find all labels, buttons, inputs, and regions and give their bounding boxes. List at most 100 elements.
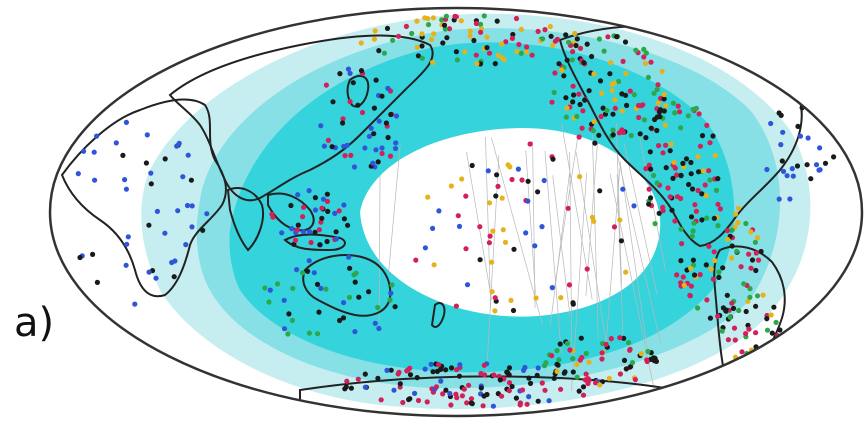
event-dot [519,177,525,183]
event-dot [162,230,168,236]
event-dot [330,99,336,105]
event-dot [621,335,627,341]
event-dot [704,297,710,303]
event-dot [753,250,759,256]
event-dot [499,41,505,47]
event-dot [542,387,548,393]
event-dot [573,42,579,49]
event-dot [333,229,339,235]
event-dot [552,70,558,76]
event-dot [448,183,454,189]
event-dot [577,101,583,108]
event-dot [610,132,616,138]
event-dot [579,354,585,361]
event-dot [414,18,420,24]
event-dot [636,102,642,109]
event-dot [647,149,653,155]
event-dot [400,399,406,406]
event-dot [765,355,772,361]
event-dot [669,207,675,213]
event-dot [392,304,398,310]
event-dot [656,109,663,115]
event-dot [325,137,331,143]
event-dot [736,307,742,314]
event-dot [122,177,128,183]
event-dot [274,281,281,287]
event-dot [306,330,312,336]
event-dot [188,177,194,183]
event-dot [162,156,168,162]
event-dot [561,370,567,376]
event-dot [448,365,455,371]
event-dot [580,392,587,398]
event-dot [486,50,493,56]
event-dots [75,13,837,409]
event-dot [428,361,434,367]
event-dot [371,105,377,111]
event-dot [606,375,612,381]
event-dot [474,61,480,67]
event-dot [760,292,766,298]
continent-europe-africa [60,98,227,298]
event-dot [459,393,465,399]
event-dot [752,239,759,245]
event-dot [686,181,692,188]
event-dot [513,15,520,22]
event-dot [518,26,524,32]
event-dot [548,33,554,39]
event-dot [645,348,651,355]
event-dot [632,377,639,383]
event-dot [291,241,297,247]
event-dot [771,304,777,310]
event-dot [622,39,629,45]
event-dot [598,113,604,120]
plate-line [378,175,381,321]
event-dot [597,188,603,194]
event-dot [790,173,796,179]
event-dot [503,39,509,45]
event-dot [747,286,753,292]
event-dot [295,222,301,228]
event-dot [359,109,366,116]
event-dot [525,178,531,184]
event-dot [590,128,597,134]
event-dot [768,312,774,318]
event-dot [697,272,703,278]
event-dot [597,78,604,84]
event-dot [439,17,445,23]
event-dot [518,50,524,56]
event-dot [371,36,377,42]
event-dot [316,309,322,315]
event-dot [591,218,597,224]
event-dot [376,48,382,54]
event-dot [633,47,639,53]
event-dot [91,149,97,155]
event-dot [675,103,681,109]
event-dot [534,372,540,378]
event-dot [324,238,330,245]
event-dot [610,127,616,133]
event-dot [620,186,626,192]
event-dot [641,117,648,123]
event-dot [535,189,541,195]
event-dot [154,208,160,214]
event-dot [724,228,731,234]
event-dot [300,214,306,220]
event-dot [490,403,496,409]
event-dot [539,224,545,230]
event-dot [393,140,399,146]
event-dot [591,71,597,77]
event-dot [390,37,396,43]
event-dot [415,53,421,59]
event-dot [430,225,436,231]
event-dot [631,92,638,98]
event-dot [525,198,531,204]
event-dot [527,141,533,147]
event-dot [563,114,570,120]
event-dot [348,152,354,158]
event-dot [753,303,759,309]
event-dot [351,272,357,278]
event-dot [680,160,686,166]
event-dot [438,378,444,384]
event-dot [671,159,677,165]
